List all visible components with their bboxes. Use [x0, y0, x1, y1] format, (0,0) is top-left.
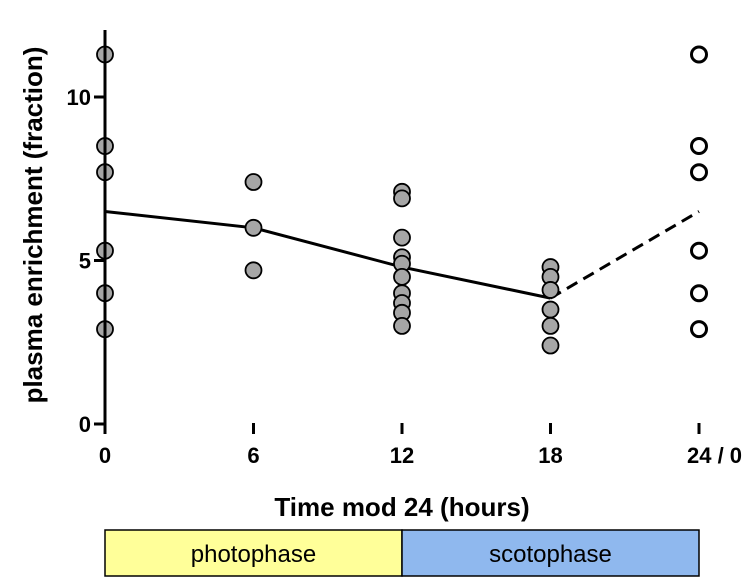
open-data-point [690, 241, 708, 260]
x-tick-label: 24 / 0 [687, 443, 742, 468]
filled-data-point [541, 336, 560, 355]
filled-data-point [244, 218, 263, 237]
filled-data-point [393, 189, 411, 208]
trend-lines [104, 209, 700, 300]
open-data-point [690, 284, 708, 303]
open-data-point [690, 320, 708, 339]
trend-line [104, 209, 551, 300]
x-tick-label: 18 [538, 443, 562, 468]
phase-photophase-band [104, 529, 403, 577]
trend-line-extension [549, 210, 700, 300]
filled-data-point [393, 228, 411, 247]
filled-data-point [541, 316, 560, 335]
filled-data-point [244, 173, 263, 191]
filled-data-point [393, 267, 411, 286]
filled-data-point [541, 300, 560, 319]
y-tick-label: 0 [79, 412, 91, 437]
x-tick-label: 12 [390, 443, 414, 468]
x-axis-title: Time mod 24 (hours) [274, 492, 529, 522]
phase-photophase-label: photophase [191, 541, 316, 568]
phase-bar: photophase scotophase [104, 529, 700, 577]
filled-data-point [541, 281, 560, 299]
data-points [96, 45, 708, 355]
open-data-point [690, 137, 708, 156]
phase-scotophase-band [401, 529, 700, 577]
open-data-point [690, 45, 708, 64]
x-tick-label: 6 [247, 443, 259, 468]
open-data-point [690, 163, 708, 182]
ticks: 0 5 10 0 6 12 18 24 / 0 [67, 85, 743, 468]
y-tick-label: 10 [67, 85, 91, 110]
filled-data-point [393, 316, 411, 335]
y-tick-label: 5 [79, 249, 91, 274]
phase-scotophase-label: scotophase [489, 541, 612, 568]
filled-data-point [244, 261, 263, 280]
y-axis-title: plasma enrichment (fraction) [18, 47, 48, 404]
x-tick-label: 0 [99, 443, 111, 468]
